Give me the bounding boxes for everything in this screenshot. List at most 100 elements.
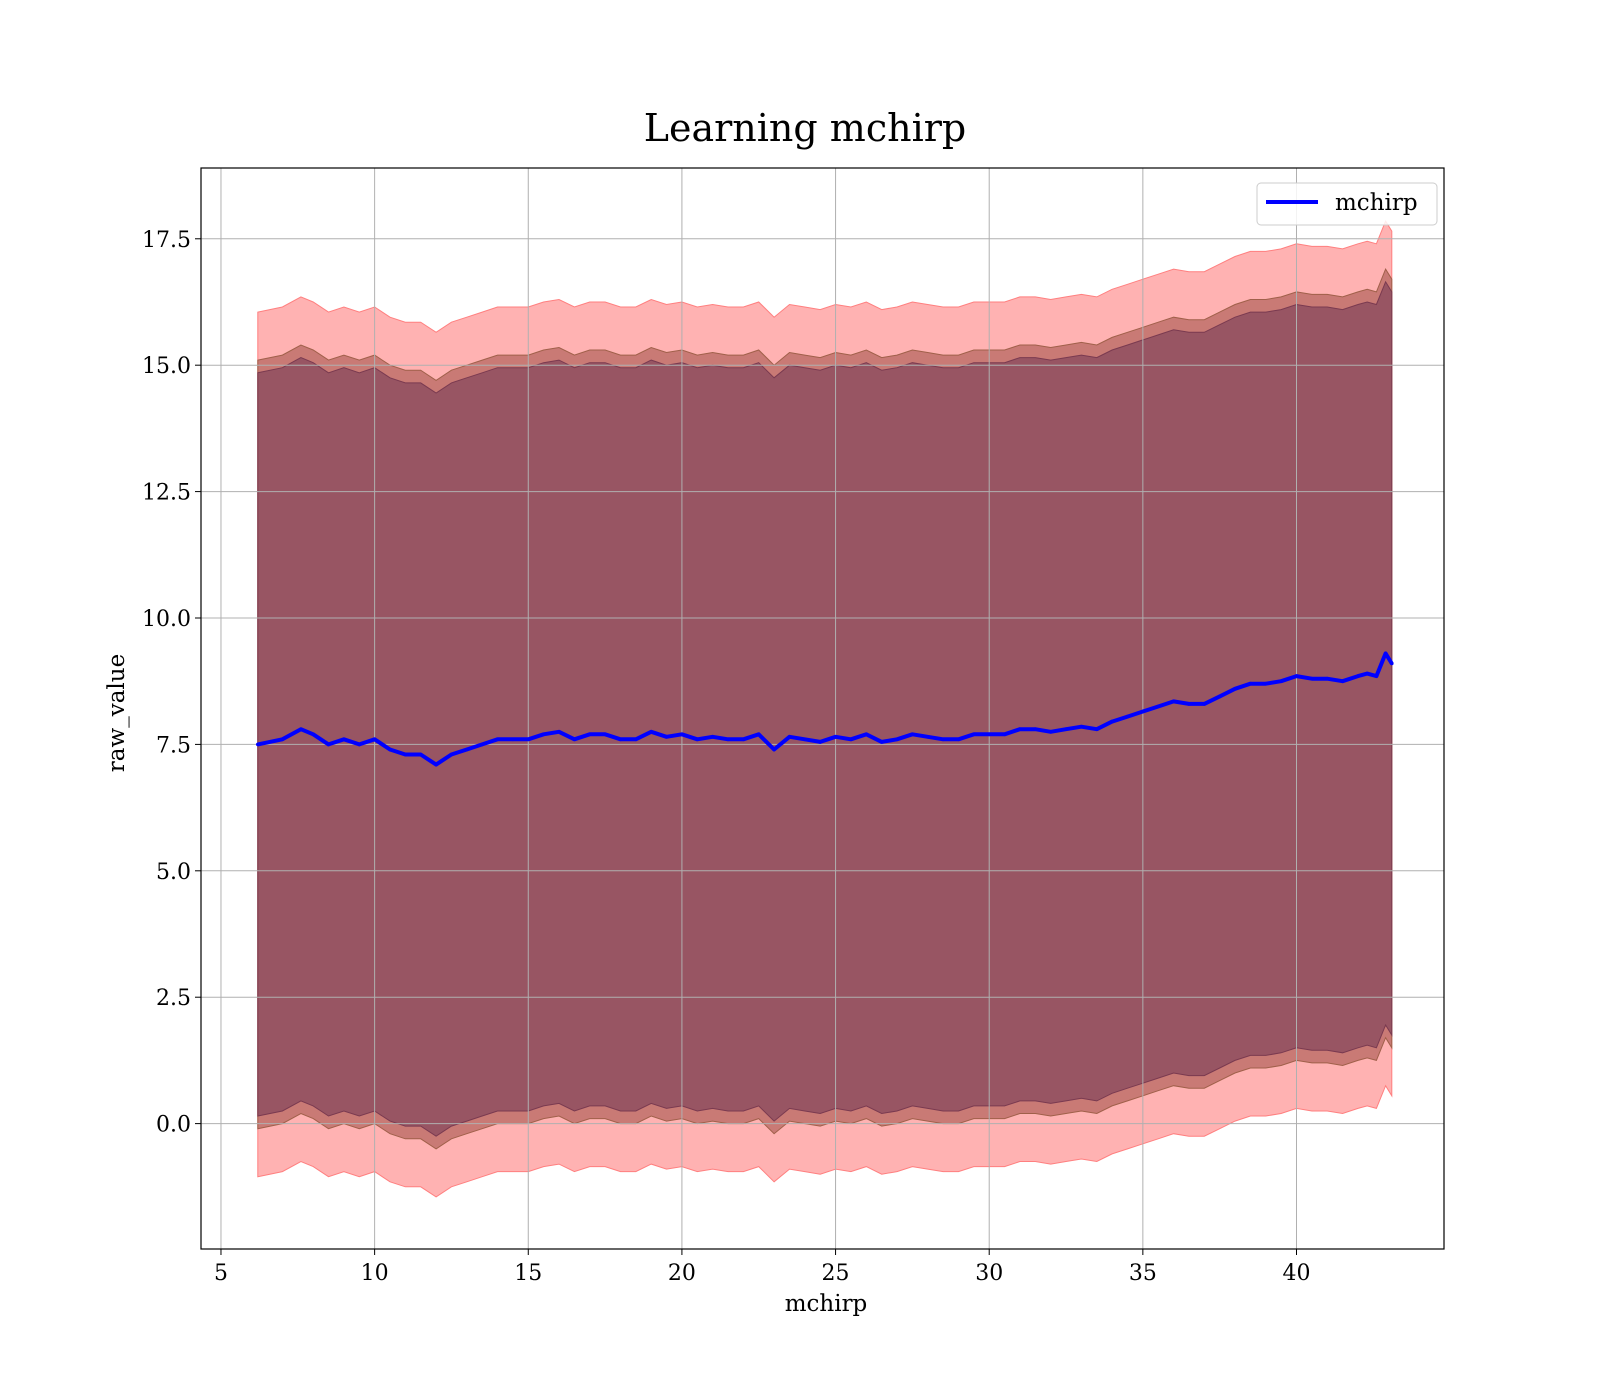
series-point <box>987 732 991 737</box>
series-point <box>1156 704 1160 709</box>
series-point <box>418 752 423 757</box>
series-point <box>299 727 303 731</box>
x-tick-label: 5 <box>214 1261 228 1286</box>
y-tick-label: 10.0 <box>142 607 191 632</box>
series-point <box>1390 661 1394 666</box>
series-point <box>1171 699 1176 704</box>
series-point <box>1279 679 1283 683</box>
series-point <box>772 747 776 752</box>
series-point <box>1018 727 1022 731</box>
series-point <box>849 737 853 742</box>
series-point <box>1048 730 1053 734</box>
series-point <box>403 752 408 757</box>
series-point <box>680 732 684 737</box>
series-point <box>803 737 807 742</box>
series-point <box>1125 714 1130 719</box>
series-point <box>1033 727 1038 731</box>
series-point <box>1383 651 1388 656</box>
series-point <box>342 737 346 742</box>
series-point <box>710 735 715 739</box>
series-point <box>1141 709 1145 714</box>
series-point <box>695 737 700 742</box>
series-point <box>255 742 260 747</box>
series-point <box>1095 727 1099 731</box>
grid-layer <box>201 168 1444 1249</box>
series-point <box>818 740 822 744</box>
series-point <box>572 737 577 742</box>
legend-label: mchirp <box>1335 190 1418 216</box>
series-point <box>1248 681 1253 686</box>
series-point <box>526 737 531 742</box>
series-point <box>1310 676 1314 681</box>
y-tick-label: 5.0 <box>156 860 191 885</box>
y-tick-label: 17.5 <box>142 228 191 253</box>
series-point <box>879 740 884 744</box>
band-inner <box>257 280 1393 1137</box>
series-point <box>557 730 561 734</box>
series-point <box>372 737 377 742</box>
x-tick-label: 30 <box>975 1261 1003 1286</box>
series-point <box>1264 681 1268 686</box>
series-point <box>1110 719 1114 724</box>
plot-frame <box>200 167 1445 1250</box>
series-line-mchirp <box>257 651 1394 767</box>
series-point <box>649 730 653 734</box>
x-tick-label: 25 <box>822 1261 850 1286</box>
series-point <box>1064 727 1068 731</box>
y-tick-label: 15.0 <box>142 354 191 379</box>
legend-box <box>1256 182 1438 226</box>
series-point <box>495 737 500 742</box>
series-point <box>449 752 454 757</box>
series-point <box>388 747 392 752</box>
y-tick-label: 12.5 <box>142 481 191 506</box>
series-point <box>326 742 331 747</box>
series-point <box>741 737 746 742</box>
series-point <box>1374 674 1379 678</box>
series-point <box>925 735 930 739</box>
band-layer <box>257 219 1393 1198</box>
x-tick-label: 20 <box>668 1261 696 1286</box>
x-tick-label: 10 <box>361 1261 389 1286</box>
series-point <box>1002 732 1007 737</box>
series-point <box>357 742 362 747</box>
series-point <box>618 737 623 742</box>
series-point <box>465 747 469 752</box>
series-point <box>756 732 761 737</box>
series-point <box>1217 694 1222 699</box>
series-point <box>511 737 515 742</box>
series-point <box>956 737 961 742</box>
series-point <box>726 737 730 742</box>
series-point <box>1365 671 1369 676</box>
series-point <box>541 732 546 737</box>
series-point <box>480 742 485 747</box>
series-point <box>1294 674 1299 678</box>
x-axis-ticks: 5 10 15 20 25 30 35 40 <box>214 1249 1310 1286</box>
series-point <box>895 737 899 742</box>
legend: mchirp <box>1256 182 1438 226</box>
series-point <box>1187 702 1191 706</box>
series-layer <box>255 651 1394 767</box>
x-tick-label: 15 <box>514 1261 542 1286</box>
series-point <box>1356 674 1360 678</box>
x-tick-label: 40 <box>1282 1261 1310 1286</box>
series-point <box>833 735 838 739</box>
chart-title: Learning mchirp <box>644 106 966 150</box>
series-point <box>941 737 945 742</box>
series-point <box>634 737 638 742</box>
series-point <box>1233 687 1237 691</box>
series-point <box>1202 702 1207 706</box>
series-point <box>910 732 915 737</box>
y-tick-label: 7.5 <box>156 733 191 758</box>
x-tick-label: 35 <box>1129 1261 1157 1286</box>
series-point <box>603 732 607 737</box>
series-point <box>311 732 316 737</box>
series-point <box>1325 676 1329 681</box>
series-point <box>664 735 669 739</box>
y-tick-label: 0.0 <box>156 1113 191 1138</box>
series-point <box>280 737 285 742</box>
y-axis-ticks: 0.0 2.5 5.0 7.5 10.0 12.5 15.0 17.5 <box>142 228 201 1138</box>
series-point <box>1079 724 1084 729</box>
series-point <box>1340 679 1345 683</box>
series-point <box>434 762 438 767</box>
